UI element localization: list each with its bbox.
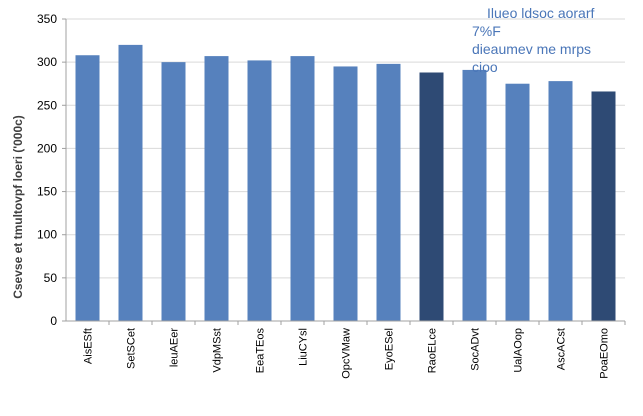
bar-UalAOop bbox=[505, 83, 530, 321]
bar-EeaTEos bbox=[247, 60, 272, 321]
bar-EyoESel bbox=[376, 63, 401, 322]
x-tick-label: EyoESel bbox=[384, 328, 396, 370]
y-axis-label: Csevse et tmultovpf loeri ('000c) bbox=[11, 115, 25, 299]
y-tick-label: 150 bbox=[37, 185, 57, 199]
bar-OpcVMaw bbox=[333, 66, 358, 321]
y-tick-label: 300 bbox=[37, 55, 57, 69]
y-tick-label: 50 bbox=[44, 271, 58, 285]
x-tick-label: SocADvt bbox=[470, 328, 482, 371]
bar-AscACst bbox=[548, 81, 573, 321]
x-tick-labels: AisESft SetSCet leuAEer VdpMSst EeaTEos LiuCY… bbox=[83, 328, 611, 379]
axes bbox=[62, 18, 626, 325]
x-tick-label: OpcVMaw bbox=[341, 328, 353, 379]
bar-RaoELce bbox=[419, 72, 444, 321]
x-tick-label: leuAEer bbox=[169, 328, 181, 367]
x-tick-label: EeaTEos bbox=[255, 328, 267, 374]
x-tick-label: AscACst bbox=[556, 328, 568, 370]
annotation-text: Ilueo ldsoc aorarf 7%F dieaumev me mrps … bbox=[472, 5, 595, 75]
y-tick-labels: 0 50 100 150 200 250 300 350 bbox=[37, 12, 57, 328]
annotation-line-1: Ilueo ldsoc aorarf bbox=[487, 5, 595, 21]
bar-VdpMSst bbox=[204, 56, 229, 322]
y-tick-label: 100 bbox=[37, 228, 57, 242]
y-tick-label: 200 bbox=[37, 141, 57, 155]
x-tick-label: PoaEOmo bbox=[599, 328, 611, 379]
bar-leuAEer bbox=[161, 62, 186, 322]
bars bbox=[75, 44, 616, 322]
bar-LiuCYsl bbox=[290, 56, 315, 322]
bar-AisESft bbox=[75, 55, 100, 322]
annotation-line-3: dieaumev me mrps bbox=[472, 41, 591, 57]
y-tick-label: 350 bbox=[37, 12, 57, 26]
y-tick-label: 0 bbox=[50, 314, 57, 328]
x-tick-label: LiuCYsl bbox=[298, 328, 310, 366]
y-tick-label: 250 bbox=[37, 98, 57, 112]
bar-PoaEOmo bbox=[591, 91, 616, 321]
annotation-line-4: cioo bbox=[472, 59, 498, 75]
bar-SocADvt bbox=[462, 69, 487, 321]
bar-SetSCet bbox=[118, 44, 143, 322]
x-tick-label: RaoELce bbox=[427, 328, 439, 373]
x-tick-label: SetSCet bbox=[126, 328, 138, 369]
x-tick-label: VdpMSst bbox=[212, 328, 224, 373]
x-tick-label: UalAOop bbox=[513, 328, 525, 373]
annotation-line-2: 7%F bbox=[472, 23, 501, 39]
x-tick-label: AisESft bbox=[83, 328, 95, 364]
